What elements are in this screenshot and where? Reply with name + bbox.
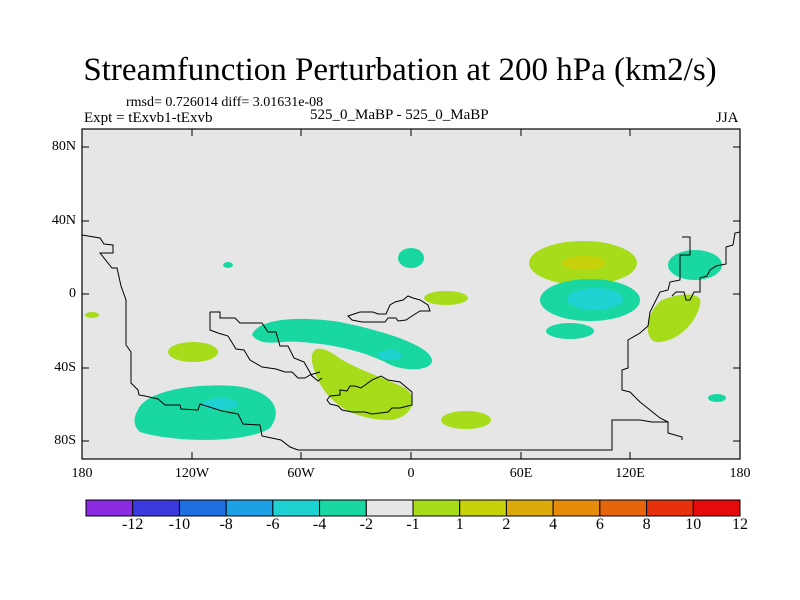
colorbar-label: 4: [549, 516, 558, 533]
colorbar-label: -1: [406, 516, 420, 533]
lat-label: 80S: [54, 433, 76, 448]
coastline-africa: [210, 311, 323, 382]
lat-label: 80N: [51, 139, 76, 154]
positive-core: [562, 256, 606, 270]
colorbar-swatch: [319, 499, 367, 517]
negative-blob: [398, 248, 424, 268]
colorbar-swatch: [365, 499, 414, 517]
colorbar-label: 6: [595, 516, 604, 533]
coastline-east: [621, 236, 691, 423]
coastline-americas: [81, 234, 683, 451]
coastline-island: [347, 295, 431, 323]
coastline-right: [671, 231, 741, 301]
positive-blob: [85, 312, 99, 318]
coastline-west-block: [209, 312, 321, 379]
positive-blob: [168, 342, 218, 362]
colorbar-swatch: [552, 499, 601, 517]
negative-blob: [708, 394, 726, 402]
negative-core: [378, 350, 402, 360]
colorbar-label: 8: [642, 516, 651, 533]
positive-blob: [311, 348, 413, 420]
colorbar-swatch: [178, 499, 227, 517]
colorbar-swatch: [459, 499, 507, 517]
colorbar-swatch: [132, 499, 180, 517]
colorbar-label: -4: [312, 516, 327, 533]
colorbar-swatch: [272, 499, 321, 517]
colorbar-label: 10: [685, 516, 702, 533]
colorbar-swatch: [692, 499, 741, 517]
positive-blob: [647, 294, 701, 343]
colorbar-label: -12: [122, 516, 144, 533]
positive-blob: [424, 291, 468, 305]
negative-anomalies: [134, 248, 726, 440]
positive-blob: [441, 411, 491, 429]
lon-label: 180: [71, 466, 93, 481]
colorbar-label: 2: [502, 516, 511, 533]
negative-blob: [223, 262, 233, 268]
lon-label: 180: [729, 466, 751, 481]
colorbar-swatch: [599, 499, 648, 517]
colorbar-label: 1: [455, 516, 464, 533]
coastline-south-block: [326, 375, 413, 415]
experiment-label: Expt = tExvb1-tExvb: [84, 110, 213, 126]
season-label: JJA: [716, 110, 739, 126]
colorbar-label: -2: [359, 516, 373, 533]
lon-label: 120E: [615, 466, 645, 481]
negative-core: [567, 288, 623, 310]
lat-label: 40S: [54, 360, 76, 375]
case-label: 525_0_MaBP - 525_0_MaBP: [310, 107, 489, 123]
colorbar-label: -6: [266, 516, 280, 533]
colorbar-swatch: [646, 499, 694, 517]
lat-label: 0: [69, 286, 76, 301]
lon-label: 60W: [287, 466, 315, 481]
coastlines: [81, 231, 741, 451]
negative-blob: [546, 323, 594, 339]
colorbar-swatch: [505, 499, 554, 517]
negative-blob: [134, 385, 276, 440]
colorbar-label: -10: [168, 516, 191, 533]
colorbar-swatch: [85, 499, 134, 517]
stats-line: rmsd= 0.726014 diff= 3.01631e-08: [126, 95, 324, 110]
colorbar-swatch: [225, 499, 274, 517]
map-frame: [81, 128, 741, 460]
lon-label: 120W: [174, 466, 210, 481]
plot-title: Streamfunction Perturbation at 200 hPa (…: [83, 52, 717, 88]
colorbar-swatch: [412, 499, 461, 517]
lon-label: 60E: [509, 466, 533, 481]
lat-label: 40N: [51, 213, 76, 228]
colorbar-label: 12: [732, 516, 748, 533]
lon-label: 0: [407, 466, 415, 481]
negative-mid-anomalies: [202, 288, 623, 410]
colorbar-label: -8: [219, 516, 233, 533]
positive-mid-anomalies: [562, 256, 606, 270]
